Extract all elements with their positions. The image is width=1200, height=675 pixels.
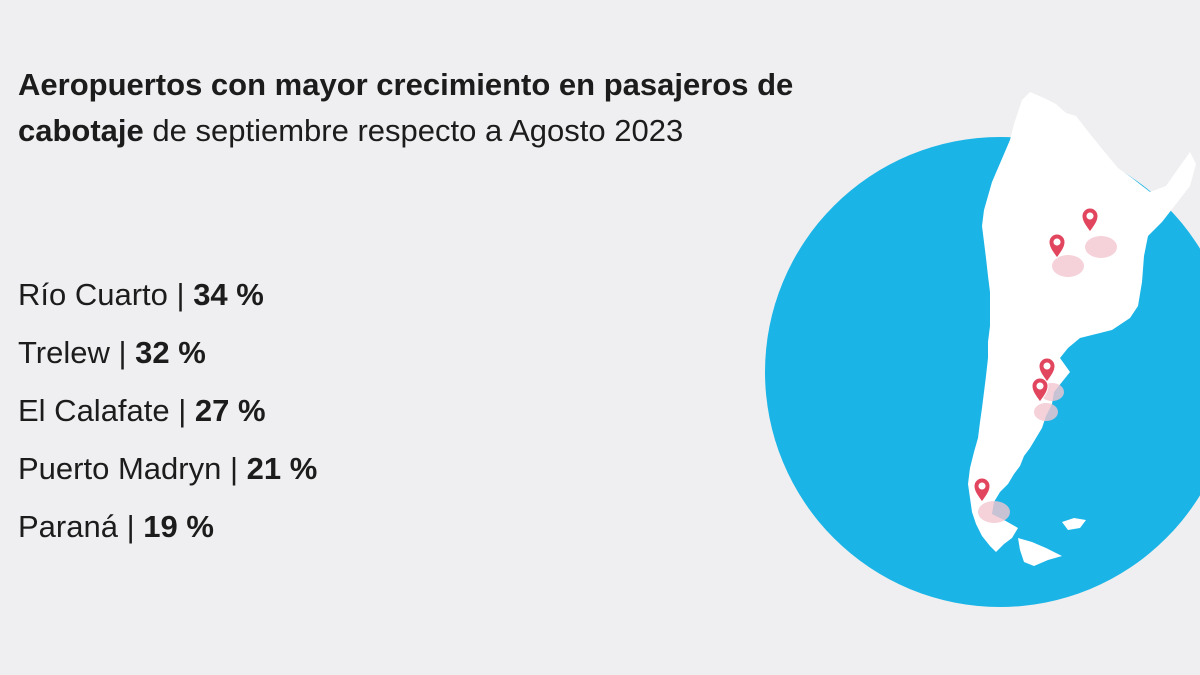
map-pin-icon [1081, 207, 1099, 233]
airport-value: 21 % [246, 451, 318, 486]
airport-markers [973, 207, 1099, 503]
title-regular: de septiembre respecto a Agosto 2023 [143, 113, 684, 148]
separator: | [221, 451, 247, 486]
list-item: Puerto Madryn | 21 % [18, 442, 317, 500]
airport-list: Río Cuarto | 34 % Trelew | 32 % El Calaf… [18, 268, 317, 558]
map-circle [765, 137, 1200, 607]
list-item: Paraná | 19 % [18, 500, 317, 558]
airport-value: 32 % [135, 335, 206, 370]
map-pin-icon [973, 477, 991, 503]
marker-glow [1085, 236, 1117, 258]
page-title: Aeropuertos con mayor crecimiento en pas… [18, 62, 838, 154]
airport-value: 27 % [194, 393, 266, 428]
separator: | [109, 335, 136, 370]
map-pin-icon [1038, 357, 1056, 383]
list-item: Río Cuarto | 34 % [18, 268, 317, 326]
argentina-land-shape [968, 92, 1196, 566]
title-bold: Aeropuertos con mayor crecimiento en pas… [18, 67, 794, 148]
airport-name: Paraná [18, 509, 118, 544]
separator: | [169, 393, 195, 428]
airport-value: 34 % [193, 277, 264, 312]
airport-name: Trelew [18, 335, 110, 370]
map-pin-icon [1048, 233, 1066, 259]
airport-name: Puerto Madryn [18, 451, 222, 486]
marker-glow [978, 501, 1010, 523]
marker-glow [1052, 255, 1084, 277]
airport-value: 19 % [143, 509, 214, 544]
marker-glows [978, 236, 1117, 523]
marker-glow [1040, 383, 1064, 401]
list-item: Trelew | 32 % [18, 326, 317, 384]
marker-glow [1034, 403, 1058, 421]
airport-name: Río Cuarto [18, 277, 168, 312]
separator: | [117, 509, 144, 544]
list-item: El Calafate | 27 % [18, 384, 317, 442]
separator: | [167, 277, 194, 312]
airport-name: El Calafate [18, 393, 170, 428]
map-pin-icon [1031, 377, 1049, 403]
